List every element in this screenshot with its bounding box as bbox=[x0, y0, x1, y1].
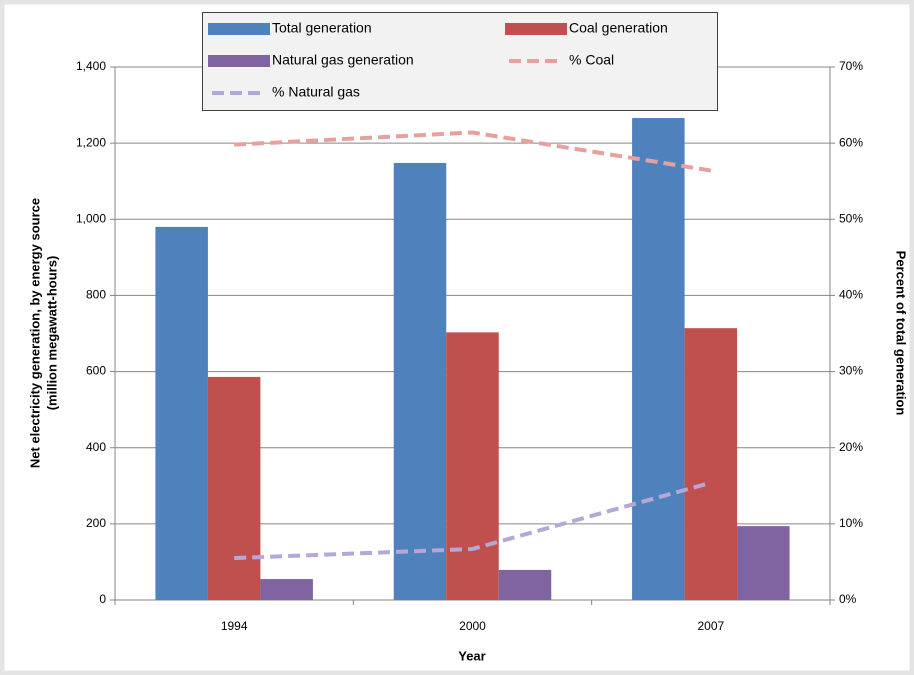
y2-tick-label: 60% bbox=[839, 135, 863, 149]
y2-tick-label: 70% bbox=[839, 59, 863, 73]
y2-tick-label: 50% bbox=[839, 211, 863, 225]
y-axis-subtitle: (million megawatt-hours) bbox=[44, 256, 59, 411]
line-series bbox=[234, 130, 712, 173]
y-tick-label: 400 bbox=[86, 440, 106, 454]
y2-tick-label: 30% bbox=[839, 364, 863, 378]
y-tick-label: 800 bbox=[86, 288, 106, 302]
legend-label: % Natural gas bbox=[272, 84, 360, 100]
y2-axis-title: Percent of total generation bbox=[894, 251, 909, 416]
y-tick-label: 1,200 bbox=[76, 135, 106, 149]
bar bbox=[260, 579, 313, 600]
bar bbox=[446, 332, 499, 600]
legend-swatch bbox=[208, 55, 270, 67]
y-axis-title: Net electricity generation, by energy so… bbox=[27, 198, 42, 468]
x-tick-label: 2007 bbox=[697, 619, 724, 633]
y2-tick-label: 10% bbox=[839, 516, 863, 530]
y-tick-label: 1,000 bbox=[76, 211, 106, 225]
legend-swatch bbox=[505, 23, 567, 35]
bar bbox=[155, 226, 208, 600]
bar bbox=[207, 376, 261, 600]
legend-label: Coal generation bbox=[569, 20, 668, 36]
y-tick-label: 200 bbox=[86, 516, 106, 530]
y-tick-label: 0 bbox=[99, 592, 106, 606]
y2-tick-label: 0% bbox=[839, 592, 857, 606]
x-tick-label: 2000 bbox=[459, 619, 486, 633]
bar bbox=[632, 118, 685, 600]
x-axis-title: Year bbox=[458, 648, 485, 663]
legend-box bbox=[202, 12, 718, 111]
legend-label: Natural gas generation bbox=[272, 52, 414, 68]
line-series bbox=[234, 480, 712, 561]
legend-label: % Coal bbox=[569, 52, 614, 68]
y-tick-label: 1,400 bbox=[76, 59, 106, 73]
legend-swatch bbox=[208, 23, 270, 35]
y-tick-label: 600 bbox=[86, 364, 106, 378]
legend-label: Total generation bbox=[272, 20, 372, 36]
bar bbox=[393, 162, 447, 600]
x-tick-label: 1994 bbox=[221, 619, 248, 633]
bar bbox=[498, 569, 552, 600]
bar bbox=[684, 328, 738, 600]
y2-tick-label: 20% bbox=[839, 440, 863, 454]
y2-tick-label: 40% bbox=[839, 288, 863, 302]
bar bbox=[737, 526, 790, 600]
